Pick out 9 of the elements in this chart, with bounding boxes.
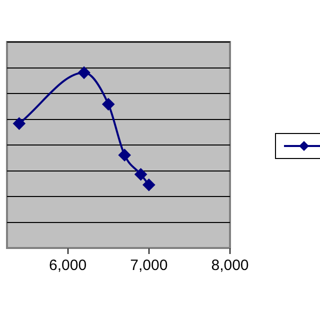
x-tick-label: 6,000 xyxy=(49,257,87,274)
point xyxy=(118,149,131,162)
point xyxy=(134,168,147,180)
x-tick-label: 8,000 xyxy=(211,257,249,274)
point xyxy=(78,66,90,79)
x-tick-label: 7,000 xyxy=(130,257,168,274)
point xyxy=(13,118,26,130)
point xyxy=(102,98,114,110)
point xyxy=(142,178,155,191)
